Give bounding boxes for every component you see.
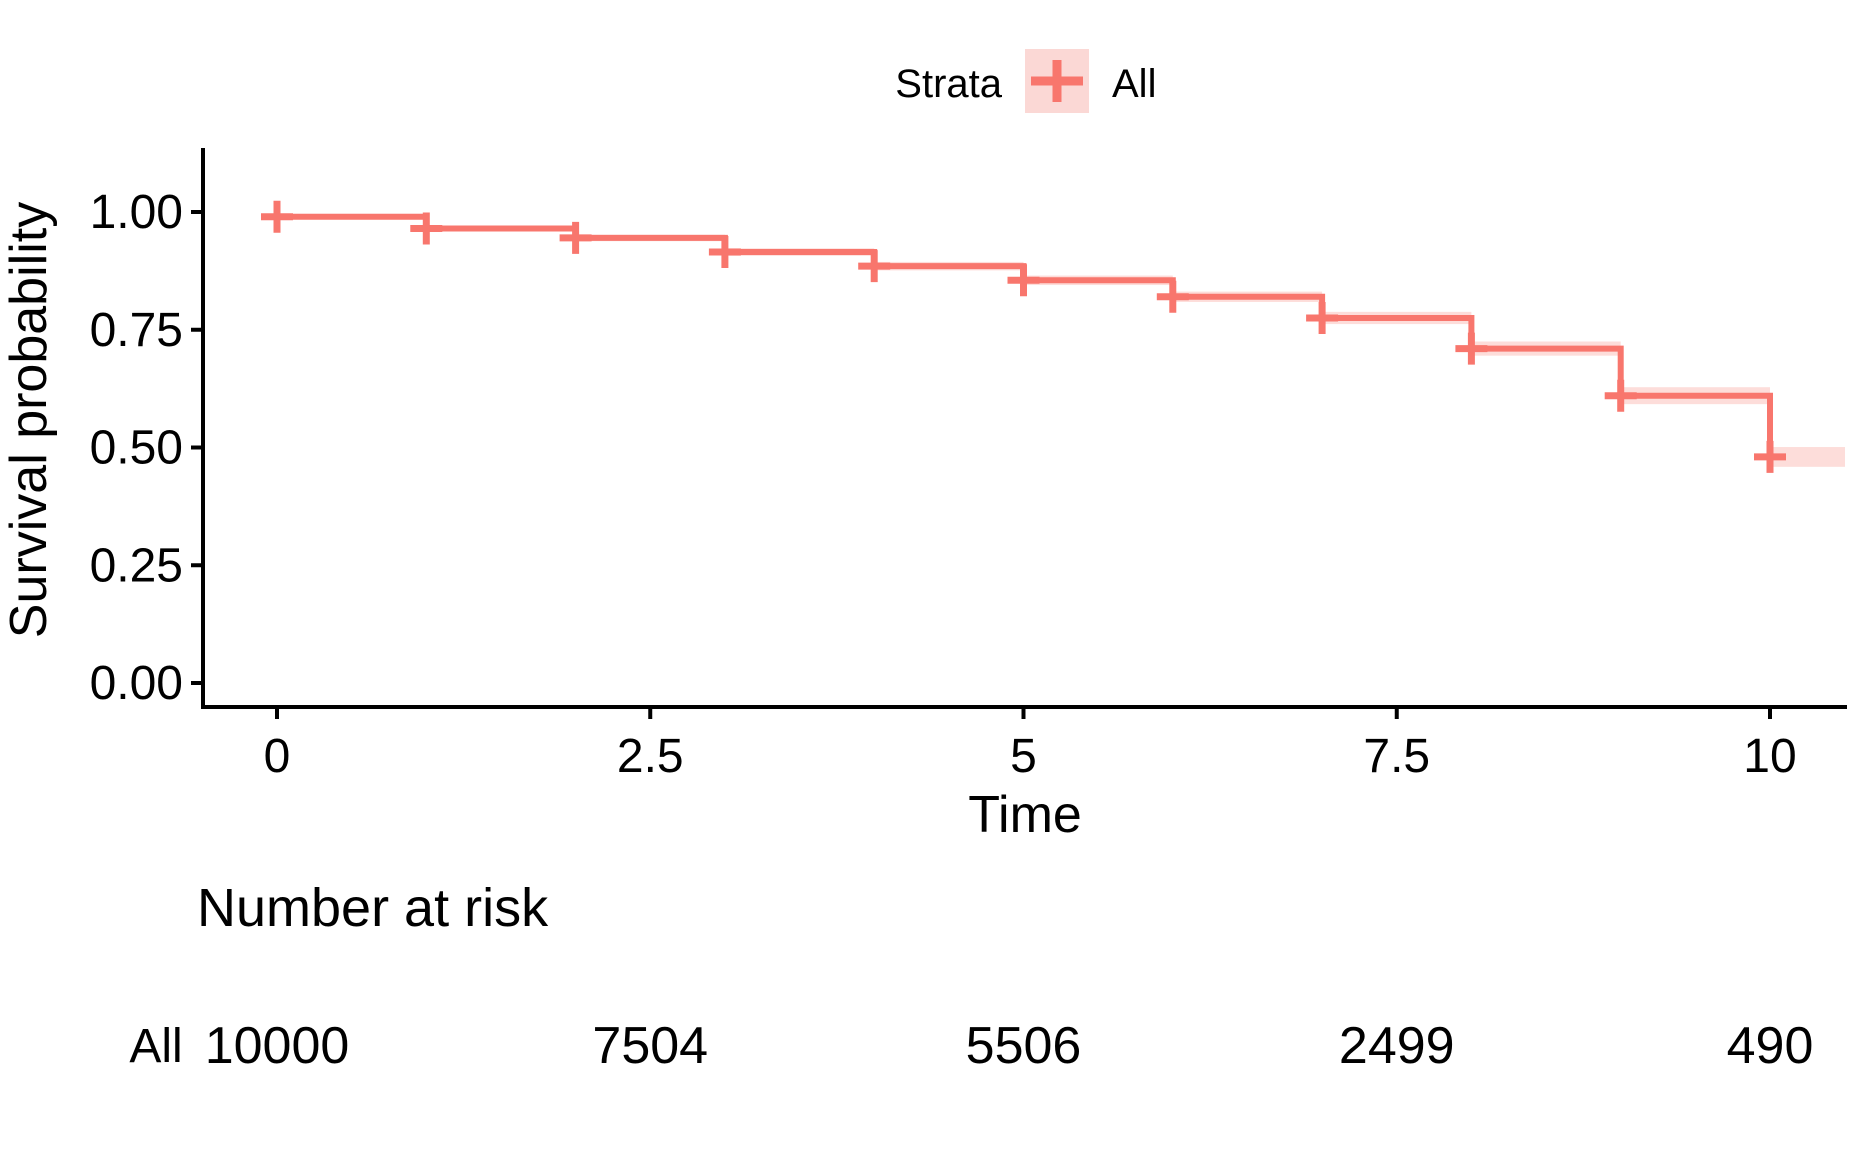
x-axis: 0 2.5 5 7.5 10 Time — [201, 705, 1847, 844]
y-tick-label: 0.00 — [90, 657, 183, 710]
risk-count: 10000 — [205, 1017, 350, 1075]
censor-plus-mark — [708, 236, 741, 269]
km-step-line — [277, 213, 1773, 457]
x-tick-label: 10 — [1743, 730, 1796, 783]
y-axis: 1.00 0.75 0.50 0.25 0.00 Survival probabilit… — [0, 148, 205, 710]
risk-count: 2499 — [1339, 1017, 1455, 1075]
censor-plus-mark — [1604, 379, 1637, 412]
legend: Strata All — [895, 49, 1156, 113]
y-tick-label: 0.75 — [90, 304, 183, 357]
x-tick-label: 0 — [264, 730, 291, 783]
risk-count: 5506 — [966, 1017, 1082, 1075]
y-tick-label: 0.25 — [90, 539, 183, 592]
censor-marks — [261, 200, 1786, 473]
legend-title: Strata — [895, 62, 1002, 106]
censor-plus-mark — [1754, 440, 1786, 473]
censor-plus-mark — [1455, 332, 1488, 365]
survival-curve — [261, 200, 1845, 473]
x-axis-title: Time — [968, 786, 1082, 844]
x-tick-label: 7.5 — [1363, 730, 1430, 783]
censor-plus-icon — [1031, 60, 1083, 102]
risk-count: 490 — [1727, 1017, 1814, 1075]
censor-plus-mark — [858, 250, 891, 283]
x-tick-label: 5 — [1010, 730, 1037, 783]
risk-table: Number at risk All 10000 7504 5506 2499 490 — [129, 878, 1813, 1075]
y-tick-label: 1.00 — [90, 186, 183, 239]
x-tick-label: 2.5 — [617, 730, 684, 783]
risk-counts: 10000 7504 5506 2499 490 — [205, 1017, 1814, 1075]
risk-table-title: Number at risk — [197, 878, 549, 938]
censor-plus-mark — [1156, 280, 1189, 313]
censor-plus-mark — [261, 200, 293, 233]
risk-count: 7504 — [592, 1017, 708, 1075]
confidence-ribbon — [277, 213, 1845, 467]
risk-row-label: All — [129, 1020, 182, 1073]
censor-plus-mark — [410, 212, 443, 245]
censor-plus-mark — [1007, 264, 1040, 297]
y-tick-label: 0.50 — [90, 422, 183, 475]
y-axis-ticks: 1.00 0.75 0.50 0.25 0.00 — [90, 186, 203, 710]
legend-entry-label: All — [1112, 62, 1156, 106]
y-axis-title: Survival probability — [0, 202, 58, 638]
ci-ribbon-segment — [1770, 447, 1845, 467]
x-axis-ticks: 0 2.5 5 7.5 10 — [264, 707, 1797, 783]
censor-plus-mark — [1306, 301, 1339, 334]
censor-plus-mark — [559, 221, 592, 254]
